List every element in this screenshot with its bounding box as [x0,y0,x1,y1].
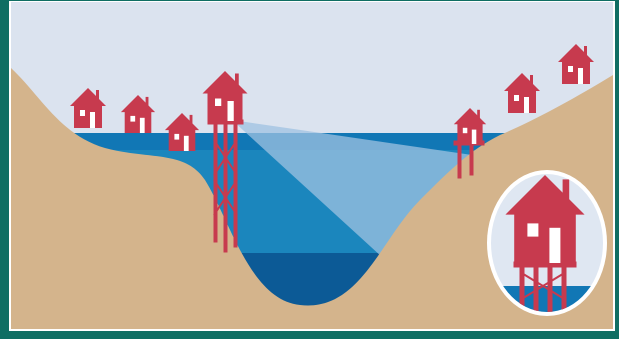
house-icon-3 [164,113,200,151]
houses-group [70,44,594,151]
house-icon-5 [558,44,594,84]
house-icon-1 [70,88,106,128]
stilt-house-icon-1 [202,71,248,121]
stilt-house-icon-2 [453,108,487,144]
house-icon-2 [120,95,156,133]
land-hills [11,68,613,329]
callout-stilts [513,261,577,312]
stilts-left-house [207,119,244,253]
callout-stilt-house-icon [505,175,585,263]
callout-house-body [505,175,585,263]
magnifier-callout [487,170,607,316]
house-icon-4 [504,73,540,113]
